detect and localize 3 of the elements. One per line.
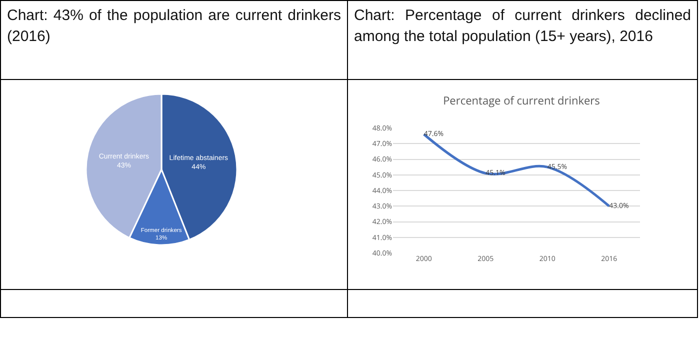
chart-title: Chart: Percentage of current drinkers declined among the total population (15+ years), 2016	[347, 0, 698, 80]
chart-subtitle: Percentage of current drinkers	[443, 93, 600, 108]
chart-title: Chart: 43% of the population are current drinkers (2016)	[0, 0, 348, 80]
